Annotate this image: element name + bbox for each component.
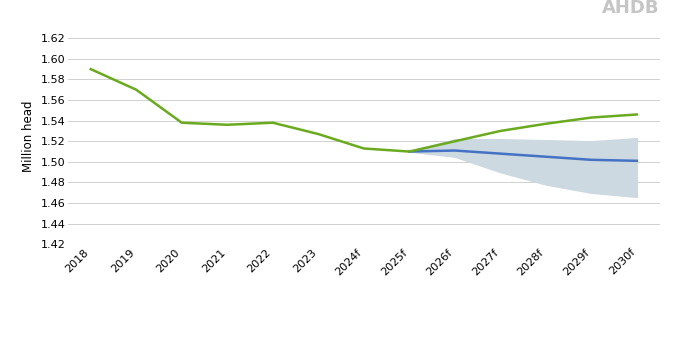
- Y-axis label: Million head: Million head: [22, 101, 35, 172]
- Legend: Range, Baseline, Best-case +: Range, Baseline, Best-case +: [220, 346, 507, 349]
- Text: AHDB: AHDB: [602, 0, 660, 17]
